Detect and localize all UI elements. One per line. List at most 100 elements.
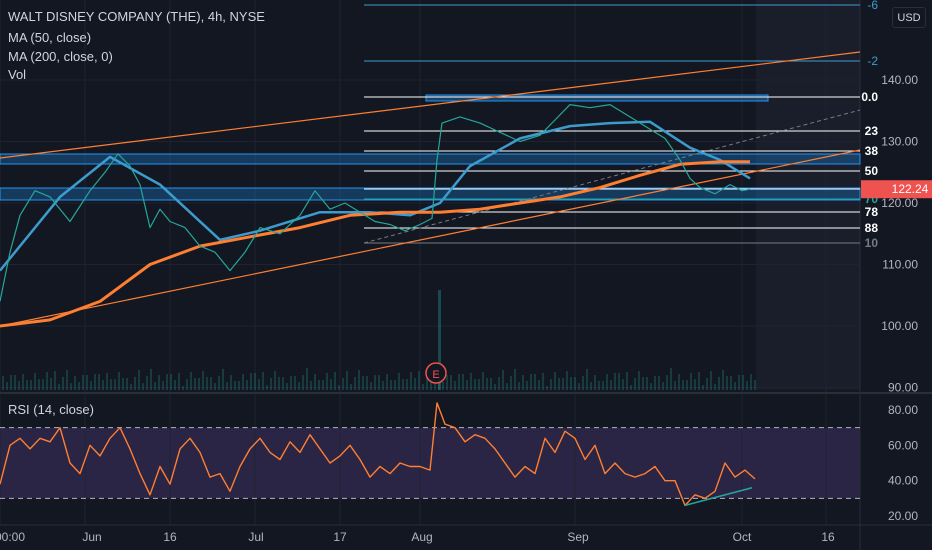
volume-bar [598, 381, 600, 390]
earnings-marker [425, 362, 447, 384]
time-tick-label: Jun [82, 530, 101, 544]
axis-layer: 140.00 130.00 120.00 110.00 100.00 90.00 80.00… [0, 73, 932, 544]
rsi-tick-label: 60.00 [888, 438, 918, 452]
volume-bar [714, 384, 716, 390]
volume-bar [554, 372, 556, 390]
volume-bar [286, 383, 288, 390]
volume-bar [698, 372, 700, 390]
volume-bar [642, 377, 644, 390]
volume-bar [454, 381, 456, 390]
volume-bar [362, 376, 364, 390]
volume-bar [738, 375, 740, 390]
volume-bar [522, 375, 524, 390]
volume-bar [442, 382, 444, 390]
volume-bar [686, 380, 688, 390]
price-series-price [0, 104, 751, 302]
volume-bar [282, 377, 284, 390]
volume-bar [22, 374, 24, 390]
volume-bar [174, 380, 176, 390]
time-tick-label: Sep [567, 530, 589, 544]
time-tick-label: Jul [248, 530, 263, 544]
time-tick-label: Aug [411, 530, 432, 544]
volume-bar [566, 371, 568, 390]
legend-ma200[interactable]: MA (200, close, 0) [8, 49, 113, 64]
legend-rsi[interactable]: RSI (14, close) [8, 402, 94, 417]
volume-bar [242, 374, 244, 390]
volume-bar [582, 376, 584, 390]
volume-bar [682, 380, 684, 390]
volume-bar [366, 376, 368, 390]
volume-bar [654, 376, 656, 390]
volume-bar [354, 377, 356, 390]
volume-bar [150, 369, 152, 390]
volume-bar [734, 382, 736, 390]
volume-bar [374, 375, 376, 390]
currency-button[interactable]: USD [892, 7, 926, 28]
volume-bar [606, 374, 608, 390]
volume-bar [662, 382, 664, 390]
volume-bar [666, 375, 668, 390]
volume-bar [702, 385, 704, 390]
volume-bar [166, 374, 168, 390]
volume-bar [46, 372, 48, 390]
top-zone [425, 94, 769, 102]
volume-bar [406, 379, 408, 390]
price-tick-label: 130.00 [881, 135, 918, 149]
legend-ma50[interactable]: MA (50, close) [8, 30, 92, 45]
price-tick-label: 140.00 [881, 73, 918, 87]
volume-bar [590, 382, 592, 390]
volume-bar [378, 375, 380, 390]
volume-bar [450, 375, 452, 390]
volume-bar [746, 381, 748, 390]
fib-level-label: 38 [865, 144, 879, 158]
volume-bar [270, 378, 272, 390]
volume-bar [650, 383, 652, 390]
volume-bar [30, 380, 32, 390]
fib-trend-line [363, 109, 861, 244]
volume-bar [426, 377, 428, 390]
volume-bar [578, 383, 580, 390]
volume-bar [318, 380, 320, 390]
volume-bar [338, 385, 340, 390]
volume-bar [694, 379, 696, 390]
price-tick-label: 120.00 [881, 196, 918, 210]
fib-level-label: 0.0 [861, 90, 878, 104]
rsi-tick-label: 20.00 [888, 509, 918, 523]
fib-extension-label: -6 [867, 0, 878, 12]
time-tick-label: 16 [821, 530, 835, 544]
volume-bar [314, 374, 316, 390]
channel-lower [0, 149, 861, 327]
volume-bar [290, 376, 292, 390]
volume-bar [10, 375, 12, 390]
price-series-ma-200-close-0- [0, 160, 750, 328]
volume-bar [198, 378, 200, 390]
volume-bar [550, 379, 552, 390]
volume-bar [258, 379, 260, 390]
volume-bar [558, 378, 560, 390]
time-tick-label: 00:00 [0, 530, 25, 544]
volume-bar [706, 378, 708, 390]
volume-bar [142, 383, 144, 390]
volume-bar [186, 379, 188, 390]
volume-bar [266, 385, 268, 390]
volume-bar [398, 373, 400, 390]
volume-bar [50, 378, 52, 390]
volume-bar [478, 379, 480, 390]
volume-bar [38, 379, 40, 390]
volume-bar [2, 376, 4, 390]
resistance-zone [0, 153, 861, 165]
fib-level-label: 50 [865, 164, 879, 178]
volume-bar [98, 374, 100, 390]
volume-bar [574, 377, 576, 390]
volume-bar [342, 378, 344, 390]
volume-bar [490, 378, 492, 390]
volume-bar [170, 374, 172, 390]
volume-bar [742, 375, 744, 390]
volume-bar [310, 381, 312, 390]
legend-volume[interactable]: Vol [8, 67, 27, 82]
volume-bar [42, 379, 44, 390]
volume-bar [210, 377, 212, 390]
volume-bar [390, 380, 392, 390]
volume-bar [710, 371, 712, 390]
